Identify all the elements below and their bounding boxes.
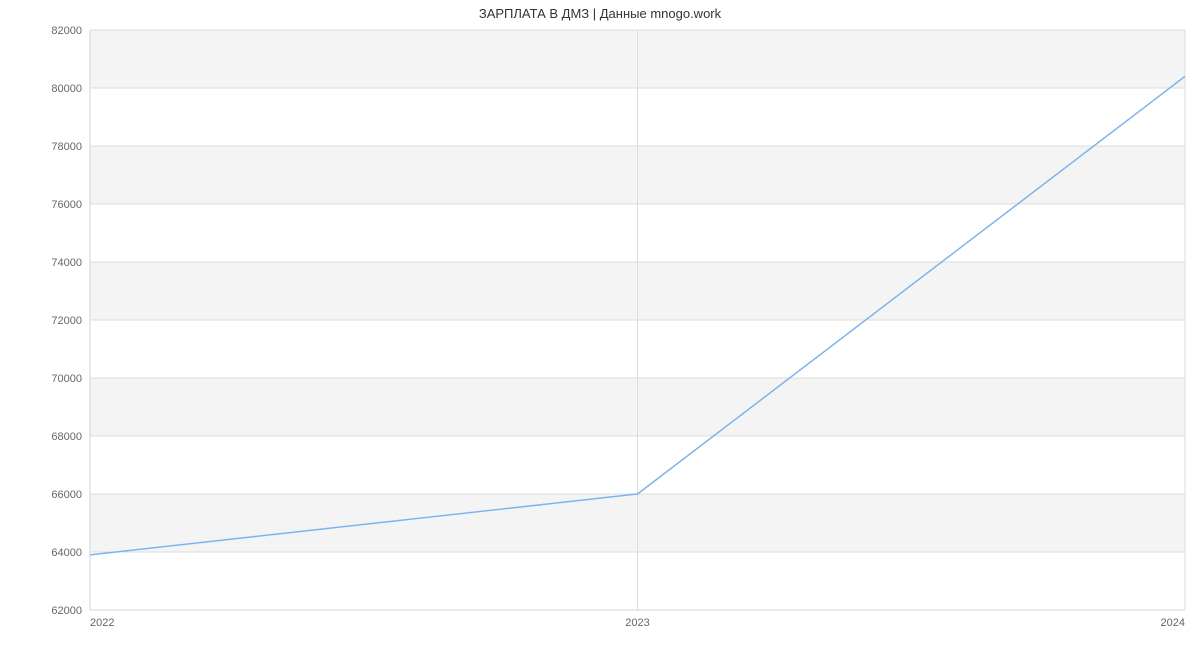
svg-text:78000: 78000 <box>51 141 82 153</box>
svg-text:72000: 72000 <box>51 315 82 327</box>
svg-text:68000: 68000 <box>51 431 82 443</box>
svg-text:74000: 74000 <box>51 257 82 269</box>
svg-text:82000: 82000 <box>51 25 82 37</box>
svg-text:62000: 62000 <box>51 605 82 617</box>
svg-text:66000: 66000 <box>51 489 82 501</box>
chart-svg: 62000 64000 66000 68000 70000 72000 74000 76000… <box>0 0 1200 650</box>
svg-text:2022: 2022 <box>90 617 114 629</box>
svg-text:64000: 64000 <box>51 547 82 559</box>
svg-text:80000: 80000 <box>51 83 82 95</box>
svg-text:76000: 76000 <box>51 199 82 211</box>
salary-chart: ЗАРПЛАТА В ДМЗ | Данные mnogo.work 62000… <box>0 0 1200 650</box>
svg-text:2023: 2023 <box>625 617 649 629</box>
chart-title: ЗАРПЛАТА В ДМЗ | Данные mnogo.work <box>0 6 1200 21</box>
svg-text:70000: 70000 <box>51 373 82 385</box>
svg-text:2024: 2024 <box>1161 617 1185 629</box>
